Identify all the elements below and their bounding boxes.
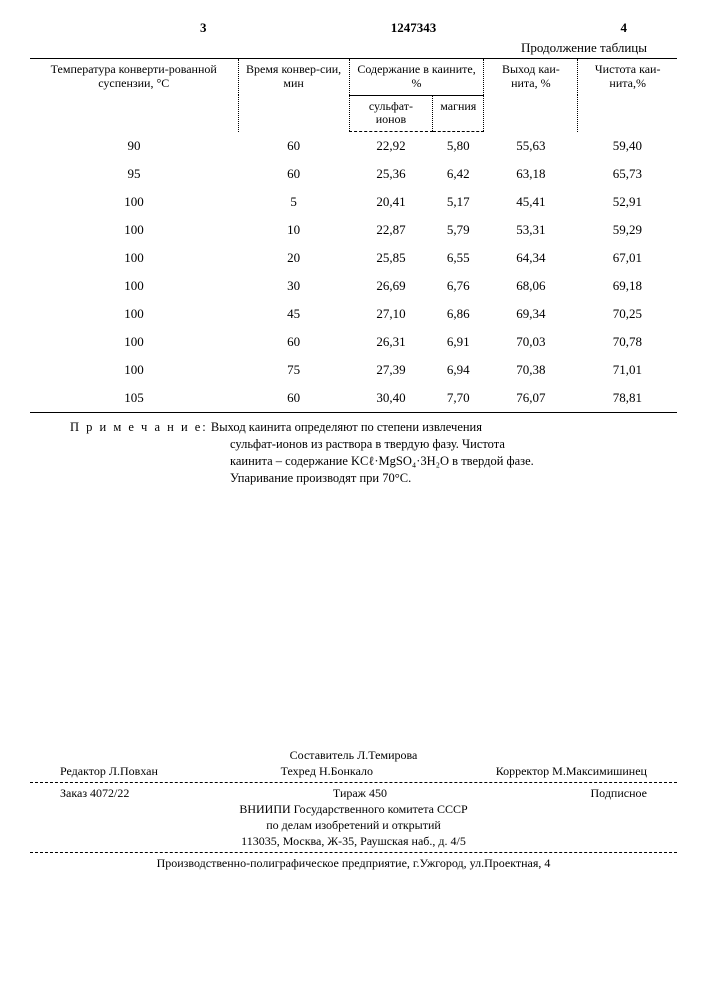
table-row: 1003026,696,7668,0669,18: [30, 272, 677, 300]
order: Заказ 4072/22: [60, 786, 129, 801]
page-left-num: 3: [200, 20, 207, 36]
note-label: П р и м е ч а н и е:: [70, 420, 208, 434]
footer: Составитель Л.Темирова Редактор Л.Повхан…: [30, 748, 677, 871]
techred: Техред Н.Бонкало: [281, 764, 373, 779]
table-row: 1007527,396,9470,3871,01: [30, 356, 677, 384]
blank-space: [30, 487, 677, 747]
col-magnesium: магния: [433, 95, 484, 132]
subscription: Подписное: [591, 786, 648, 801]
divider: [30, 782, 677, 783]
col-time: Время конвер-сии, мин: [238, 59, 349, 132]
tirage: Тираж 450: [333, 786, 387, 801]
table-row: 1001022,875,7953,3159,29: [30, 216, 677, 244]
table-row: 1004527,106,8669,3470,25: [30, 300, 677, 328]
doc-number: 1247343: [391, 20, 437, 36]
editor: Редактор Л.Повхан: [60, 764, 158, 779]
table-body: 906022,925,8055,6359,40 956025,366,4263,…: [30, 132, 677, 413]
table-row: 956025,366,4263,1865,73: [30, 160, 677, 188]
page-header: 3 1247343 4: [30, 20, 677, 36]
note-block: П р и м е ч а н и е: Выход каинита опред…: [70, 419, 677, 487]
col-temp: Температура конверти-рованной суспензии,…: [30, 59, 238, 132]
org2: по делам изобретений и открытий: [30, 818, 677, 833]
col-purity: Чистота каи-нита,%: [578, 59, 677, 132]
corrector: Корректор М.Максимишинец: [496, 764, 647, 779]
table-row: 100520,415,1745,4152,91: [30, 188, 677, 216]
note-line4: Упаривание производят при 70°С.: [230, 470, 677, 487]
table-continuation: Продолжение таблицы: [30, 40, 647, 56]
table-row: 906022,925,8055,6359,40: [30, 132, 677, 161]
page-right-num: 4: [621, 20, 628, 36]
col-content-group: Содержание в каините, %: [349, 59, 484, 96]
table-row: 1006026,316,9170,0370,78: [30, 328, 677, 356]
divider: [30, 852, 677, 853]
data-table: Температура конверти-рованной суспензии,…: [30, 58, 677, 413]
table-row: 1056030,407,7076,0778,81: [30, 384, 677, 413]
note-line3: каинита – содержание KCℓ·MgSO₄·3H₂O в тв…: [230, 453, 677, 470]
col-yield: Выход каи-нита, %: [484, 59, 578, 132]
note-line2: сульфат-ионов из раствора в твердую фазу…: [230, 436, 677, 453]
compiler-line: Составитель Л.Темирова: [30, 748, 677, 763]
note-line1: Выход каинита определяют по степени извл…: [211, 420, 482, 434]
table-row: 1002025,856,5564,3467,01: [30, 244, 677, 272]
org1: ВНИИПИ Государственного комитета СССР: [30, 802, 677, 817]
addr: 113035, Москва, Ж-35, Раушская наб., д. …: [30, 834, 677, 849]
col-sulfate: сульфат-ионов: [349, 95, 432, 132]
print-org: Производственно-полиграфическое предприя…: [30, 856, 677, 871]
